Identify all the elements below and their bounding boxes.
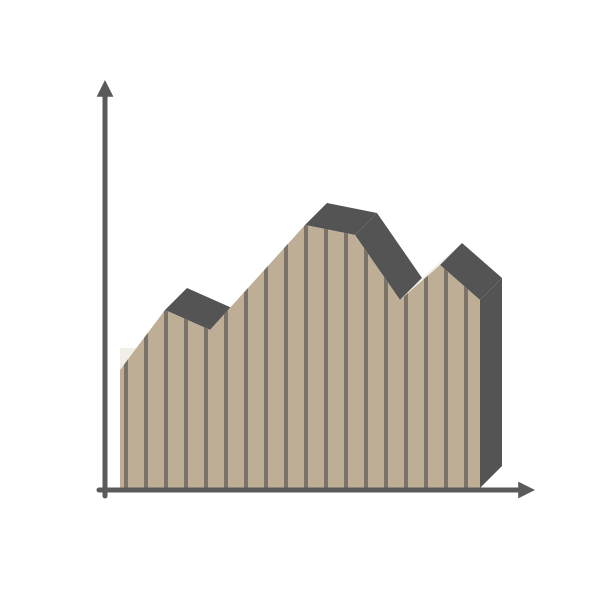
area-side-face	[480, 278, 502, 488]
area-chart	[0, 0, 600, 600]
